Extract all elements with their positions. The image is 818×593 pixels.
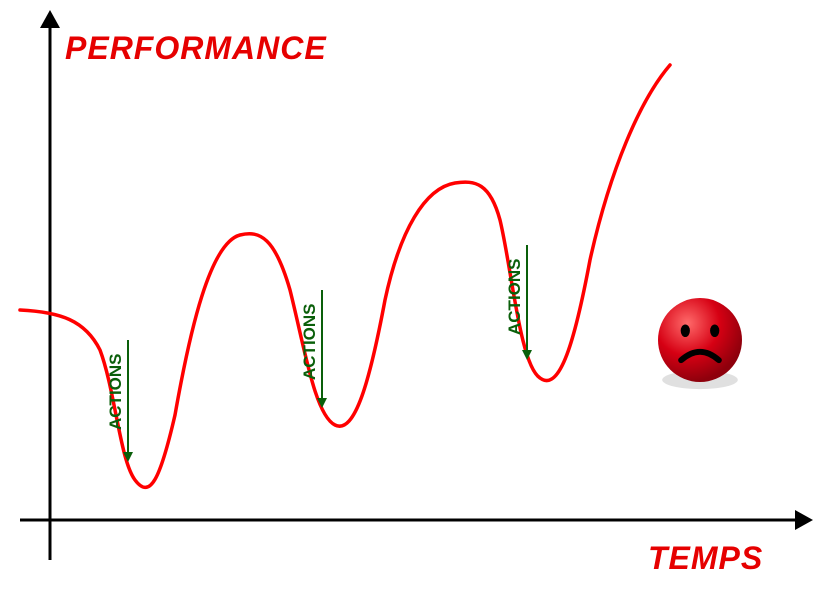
sad-face-icon — [658, 298, 742, 382]
x-axis-arrowhead-icon — [795, 510, 813, 530]
chart-svg — [0, 0, 818, 593]
y-axis-arrowhead-icon — [40, 10, 60, 28]
chart-stage: PERFORMANCE TEMPS ACTIONS ACTIONS ACTIONS — [0, 0, 818, 593]
action-label-0: ACTIONS — [106, 354, 126, 431]
action-arrowhead-icon-2 — [522, 350, 532, 360]
action-label-2: ACTIONS — [505, 259, 525, 336]
y-axis-title: PERFORMANCE — [65, 30, 327, 67]
action-label-1: ACTIONS — [300, 304, 320, 381]
sad-face-eye-right — [710, 324, 719, 337]
sad-face-eye-left — [681, 324, 690, 337]
x-axis-title: TEMPS — [648, 540, 763, 577]
